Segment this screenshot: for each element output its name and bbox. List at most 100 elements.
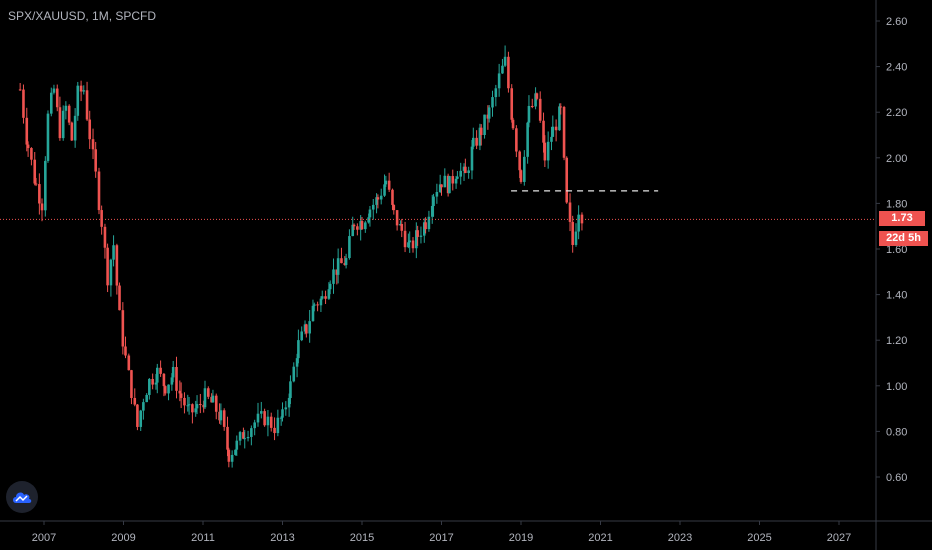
candle-body [235,440,239,450]
candle-body [263,411,266,426]
candle-body [343,263,347,266]
candle-body [387,180,391,190]
candle-body [151,378,154,385]
candle-body [391,189,394,205]
candle-body [407,242,410,248]
candle-body [76,85,80,116]
candle-body [542,120,545,143]
x-tick-label: 2015 [350,532,374,544]
candle-body [335,269,339,275]
candle-body [454,178,458,184]
candle-body [415,230,418,249]
candle-body [242,432,245,439]
y-tick-label: 1.80 [886,198,907,210]
candle-body [260,411,263,414]
candle-body [562,106,566,158]
candle-body [109,259,113,286]
candle-body [289,381,292,398]
candle-body [424,222,427,230]
candle-body [58,107,62,139]
candle-body [328,283,332,290]
candle-body [103,226,107,248]
x-tick-label: 2027 [827,532,851,544]
candle-body [464,166,467,174]
candle-body [486,114,490,119]
candle-body [44,160,47,211]
candle-body [191,404,194,413]
candle-body [411,240,415,249]
candle-body [88,119,92,140]
candle-body [507,56,510,89]
x-tick-label: 2017 [429,532,453,544]
candle-body [534,93,537,107]
candle-body [227,449,231,462]
candle-body [154,382,158,385]
candle-body [175,366,178,391]
candle-body [195,404,199,409]
candle-body [316,304,319,306]
countdown-badge: 22d 5h [879,231,928,247]
y-tick-label: 1.60 [886,244,907,256]
candle-body [97,171,101,211]
x-tick-label: 2023 [668,532,692,544]
candle-body [375,197,378,205]
x-tick-label: 2019 [509,532,533,544]
candle-body [319,298,323,306]
candle-body [115,245,119,286]
candle-body [376,197,380,200]
candle-body [501,65,504,74]
candle-body [422,222,426,236]
candle-body [91,139,95,150]
candle-body [18,89,22,91]
candle-body [308,321,311,334]
candle-body [186,405,190,407]
candle-body [230,454,234,462]
candle-body [273,427,276,434]
candle-body [287,397,291,408]
candle-body [371,204,375,210]
candle-body [52,88,56,93]
x-tick-label: 2009 [111,532,135,544]
candle-body [303,324,307,332]
x-tick-label: 2007 [32,532,56,544]
candle-body [85,90,89,120]
candle-body [332,269,335,284]
candle-body [250,428,253,437]
candle-body [580,214,584,224]
candle-body [403,230,407,248]
candle-body [438,184,442,192]
candle-body [281,409,284,418]
candle-body [519,170,523,182]
candle-body [472,137,475,147]
candle-body [416,230,419,237]
candle-body [40,203,44,211]
y-tick-label: 1.00 [886,381,907,393]
cloud-logo-icon[interactable] [6,481,38,513]
candle-body [320,296,324,299]
candle-body [558,106,561,131]
candle-body [46,113,50,161]
candle-body [467,170,470,174]
candle-body [162,373,166,387]
candle-body [211,395,215,403]
candle-body [183,397,186,406]
candle-body [22,89,25,118]
candle-body [550,136,553,142]
candle-body [234,449,237,455]
candle-body [148,378,151,395]
candle-body [535,93,539,99]
candle-body [491,97,494,108]
candle-body [364,222,367,230]
candle-body [327,289,331,299]
candle-body [440,184,443,188]
candle-body [64,105,68,111]
candle-body [25,117,29,145]
candle-body [344,258,348,266]
candle-body [538,98,542,121]
candle-body [462,166,466,171]
candle-body [427,216,431,230]
candle-body [395,210,399,226]
candle-body [523,156,526,182]
candle-body [313,304,316,306]
